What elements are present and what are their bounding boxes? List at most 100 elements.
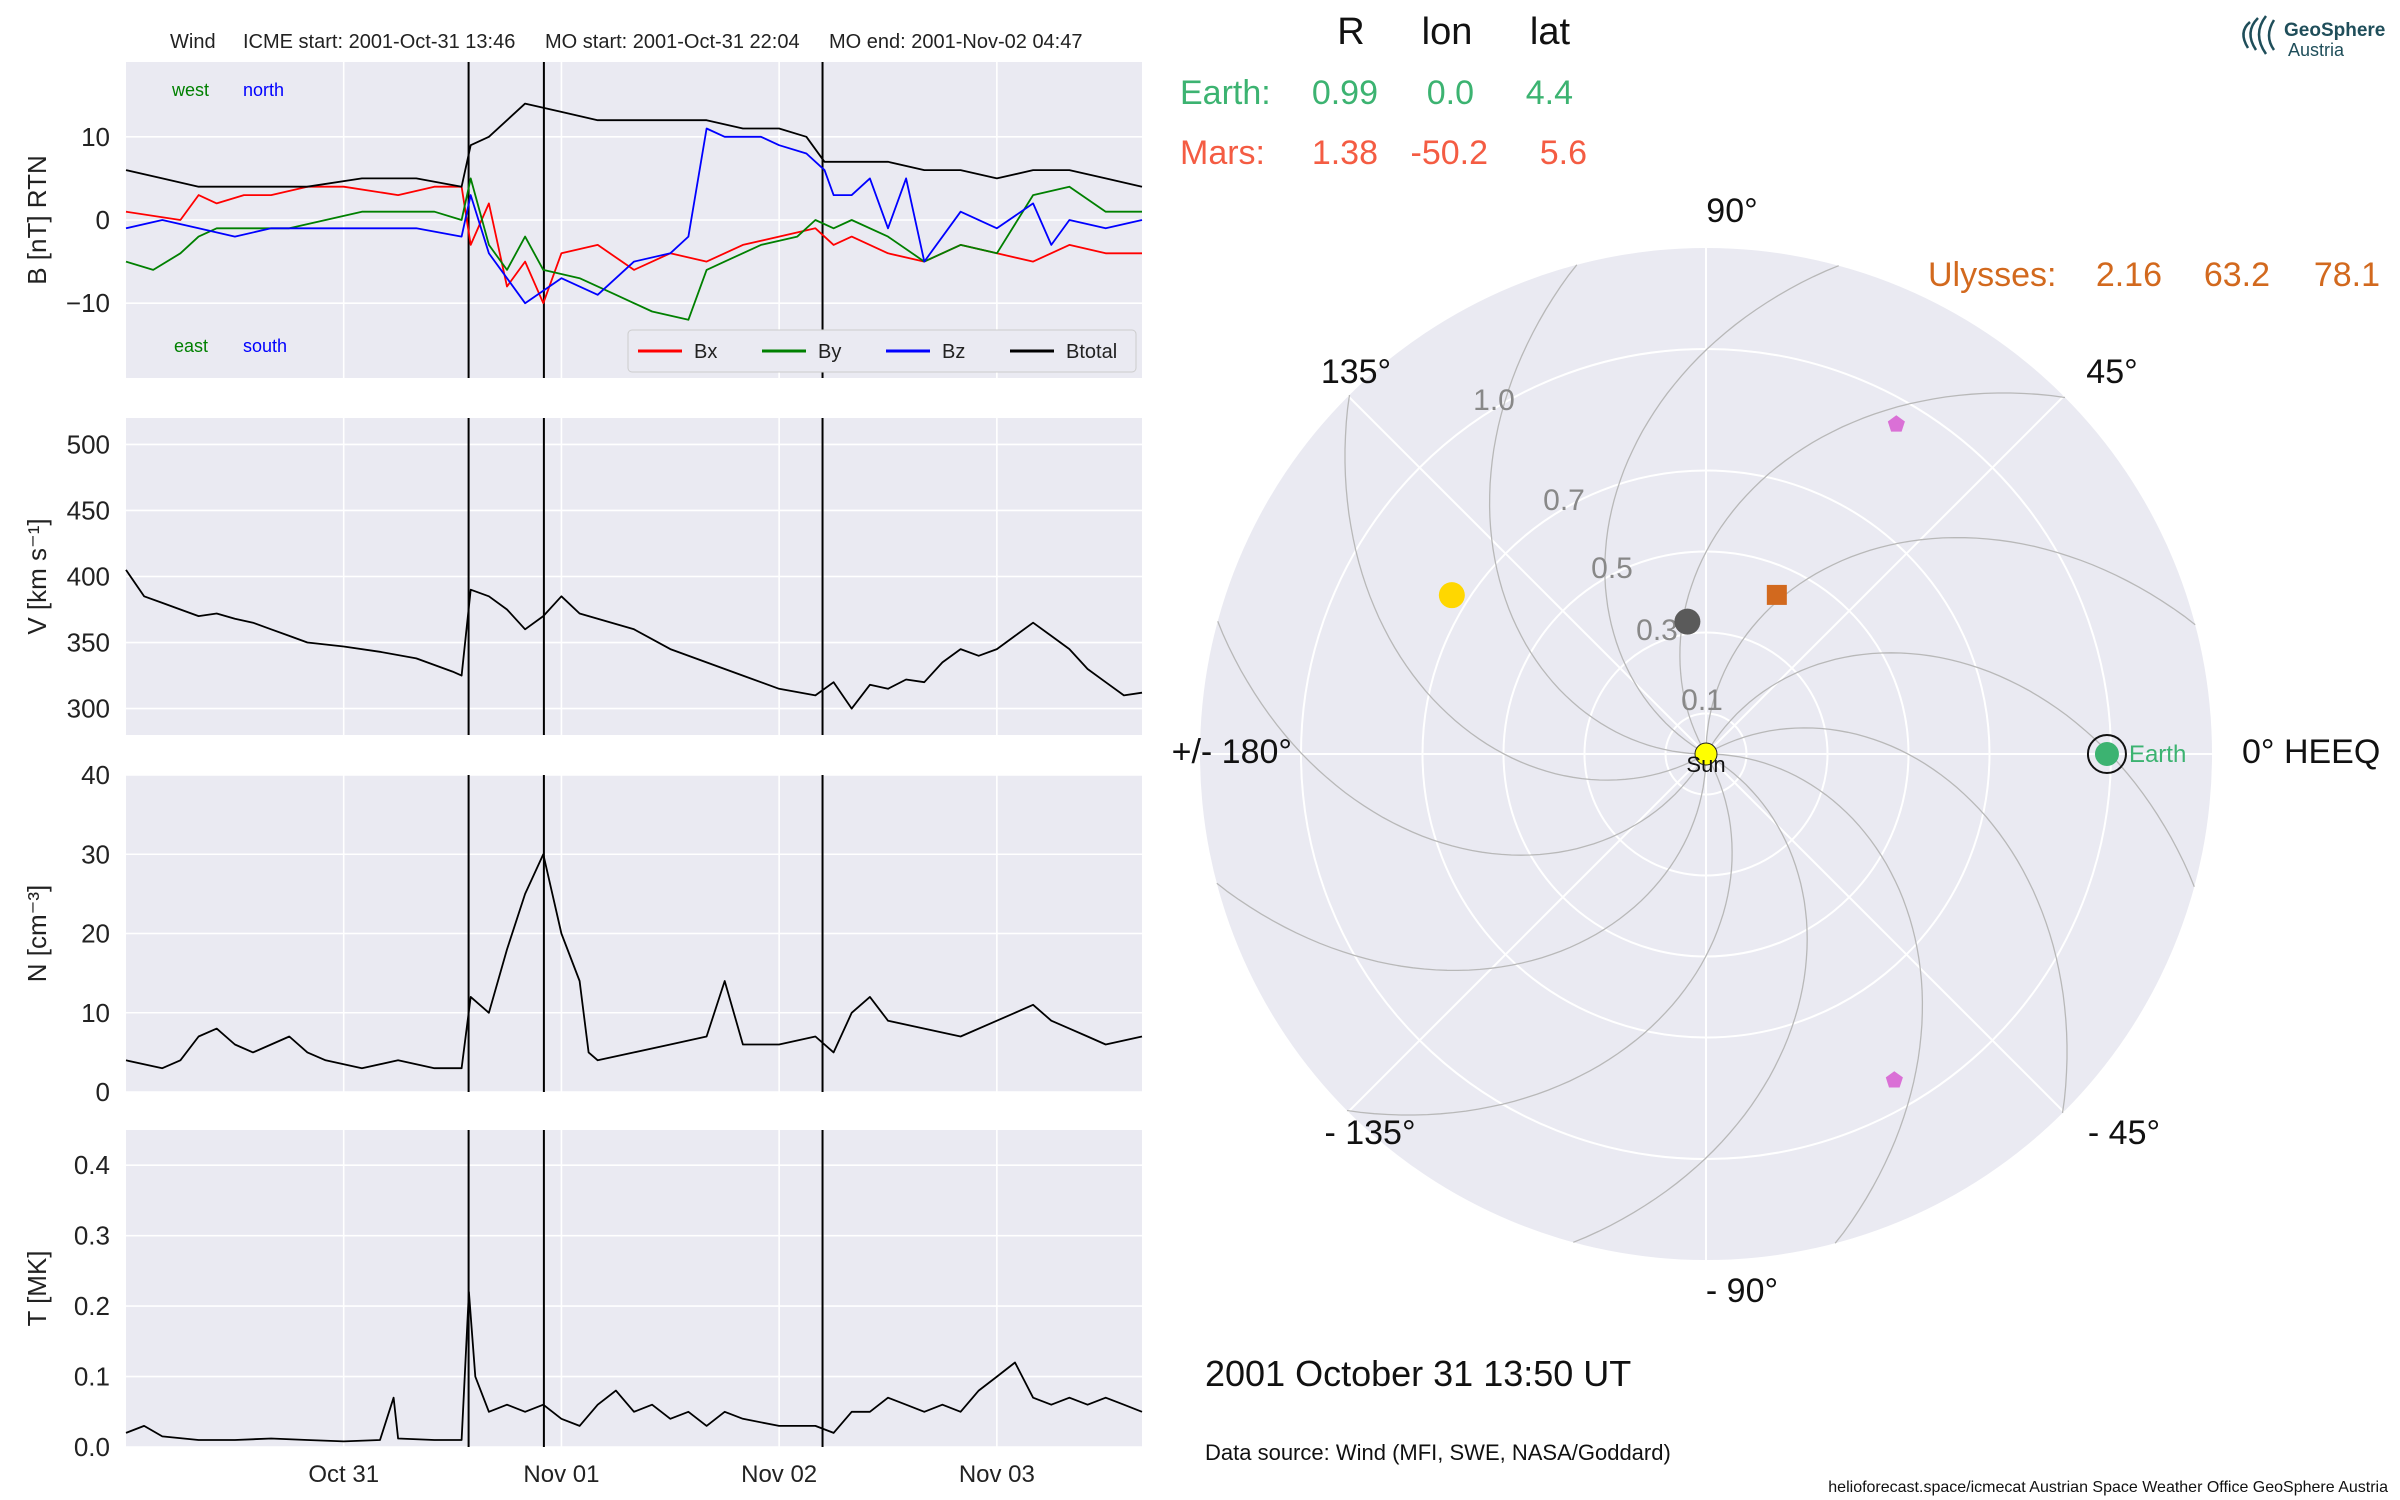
y-tick-label: 0.2 — [74, 1291, 110, 1321]
series-line-data — [125, 1291, 1143, 1443]
panel-background — [126, 1130, 1142, 1447]
y-tick-label: 0.3 — [74, 1221, 110, 1251]
header-icme-start: ICME start: 2001-Oct-31 13:46 — [243, 31, 515, 53]
y-tick-label: 20 — [81, 919, 110, 949]
annotation-north: north — [243, 80, 284, 100]
earth-marker — [2094, 742, 2119, 766]
parker-spiral — [1604, 265, 1839, 755]
y-tick-label: 0.1 — [74, 1362, 110, 1392]
sun-marker — [1694, 742, 1718, 766]
parker-spiral — [1705, 652, 2195, 887]
header-spacecraft: Wind — [170, 31, 216, 53]
angle-label: 0° HEEQ — [2242, 733, 2380, 771]
radial-tick-label: 1.0 — [1473, 384, 1515, 417]
series-line-btotal — [125, 102, 1143, 188]
y-tick-label: 30 — [81, 839, 110, 869]
angle-label: +/- 180° — [1172, 733, 1292, 771]
parker-spiral — [1217, 621, 1707, 856]
angular-gridline — [1347, 753, 1707, 1113]
mars-label: Mars: — [1180, 134, 1265, 172]
y-tick-label: 450 — [67, 495, 110, 525]
legend-label-bx: Bx — [694, 341, 717, 363]
ulysses-r: 2.16 — [2096, 256, 2162, 294]
radial-tick-label: 0.5 — [1591, 552, 1633, 585]
header-mo-start: MO start: 2001-Oct-31 22:04 — [545, 31, 800, 53]
x-tick-label: Oct 31 — [308, 1461, 379, 1488]
earth-ring — [2086, 734, 2127, 774]
mars-r: 1.38 — [1312, 134, 1378, 172]
parker-spiral — [1705, 753, 1924, 1244]
radial-tick-label: 0.1 — [1681, 684, 1723, 717]
earth-lat: 4.4 — [1526, 74, 1573, 112]
angle-label: - 45° — [2088, 1114, 2160, 1152]
logo-line1: GeoSphere — [2284, 20, 2385, 41]
y-tick-label: 10 — [81, 122, 110, 152]
y-tick-label: 400 — [67, 562, 110, 592]
angle-label: - 90° — [1706, 1272, 1778, 1310]
annotation-south: south — [243, 336, 287, 356]
panel-3: 40 30 20 10 0 N [cm⁻³] — [22, 760, 1143, 1107]
y-tick-label: 300 — [67, 694, 110, 724]
table-header-lat: lat — [1530, 11, 1571, 53]
annotation-east: east — [174, 336, 208, 356]
panel-2: 500 450 400 350 300 V [km s⁻¹] — [22, 418, 1143, 735]
legend: Bx By Bz Btotal — [627, 329, 1137, 373]
y-axis-label: N [cm⁻³] — [22, 885, 52, 983]
series-line-data — [125, 853, 1143, 1070]
series-line-data — [125, 569, 1143, 710]
logo-line2: Austria — [2288, 40, 2345, 60]
geosphere-logo: GeoSphere Austria — [2242, 15, 2385, 60]
angle-label: - 135° — [1324, 1114, 1415, 1152]
spacecraft-marker — [1885, 1071, 1903, 1088]
header-mo-end: MO end: 2001-Nov-02 04:47 — [829, 31, 1083, 53]
angle-label: 45° — [2086, 353, 2137, 391]
panel-4: 0.4 0.3 0.2 0.1 0.0 T [MK] — [22, 1130, 1143, 1462]
angle-label: 90° — [1706, 192, 1757, 230]
angular-gridline — [1705, 753, 2065, 1113]
timestamp: 2001 October 31 13:50 UT — [1205, 1353, 1631, 1394]
legend-box — [627, 329, 1137, 373]
angular-gridline — [1347, 395, 1707, 755]
y-tick-label: 350 — [67, 628, 110, 658]
y-axis-label: B [nT] RTN — [22, 155, 52, 285]
earth-name-label: Earth — [2129, 741, 2186, 768]
spacecraft-marker — [1766, 584, 1787, 605]
polar-plot: 0.1 0.30.5 0.7 1.0 0° HEEQ 45° 90° 135° +/- 180°… — [1172, 192, 2381, 1310]
y-tick-label: 0.4 — [74, 1150, 110, 1180]
panel-1: 10 0 −10 B [nT] RTN — [22, 62, 1143, 378]
table-header-lon: lon — [1422, 11, 1473, 53]
spacecraft-marker — [1887, 415, 1905, 432]
parker-spiral — [1573, 753, 1808, 1243]
parker-spiral — [1216, 753, 1707, 972]
y-tick-label: 500 — [67, 429, 110, 459]
mars-lat: 5.6 — [1540, 134, 1587, 172]
legend-label-by: By — [818, 341, 841, 363]
x-tick-label: Nov 03 — [959, 1461, 1035, 1488]
x-tick-label: Nov 01 — [523, 1461, 599, 1488]
parker-spiral — [1679, 392, 2066, 755]
credits: helioforecast.space/icmecat Austrian Spa… — [1828, 1479, 2388, 1496]
ulysses-label: Ulysses: — [1928, 256, 2056, 294]
earth-r: 0.99 — [1312, 74, 1378, 112]
angle-label: 135° — [1321, 353, 1391, 391]
legend-label-bz: Bz — [942, 341, 965, 363]
angular-gridline — [1705, 395, 2065, 755]
y-axis-label: T [MK] — [22, 1250, 52, 1326]
parker-spiral — [1705, 727, 2068, 1114]
y-axis-label: V [km s⁻¹] — [22, 518, 52, 634]
x-tick-label: Nov 02 — [741, 1461, 817, 1488]
planet-table: R lon lat Earth: 0.99 0.0 4.4 Mars: 1.38… — [1180, 11, 2380, 294]
spacecraft-marker — [1674, 608, 1701, 635]
radial-tick-label: 0.3 — [1636, 614, 1678, 647]
y-tick-label: 10 — [81, 998, 110, 1028]
y-tick-label: 0.0 — [74, 1432, 110, 1462]
ulysses-lat: 78.1 — [2314, 256, 2380, 294]
spacecraft-marker — [1438, 582, 1465, 609]
logo-swirl-icon — [2242, 15, 2276, 55]
y-tick-label: −10 — [66, 288, 110, 318]
earth-label: Earth: — [1180, 74, 1271, 112]
y-tick-label: 0 — [96, 1077, 110, 1107]
series-line-bz — [125, 127, 1143, 305]
